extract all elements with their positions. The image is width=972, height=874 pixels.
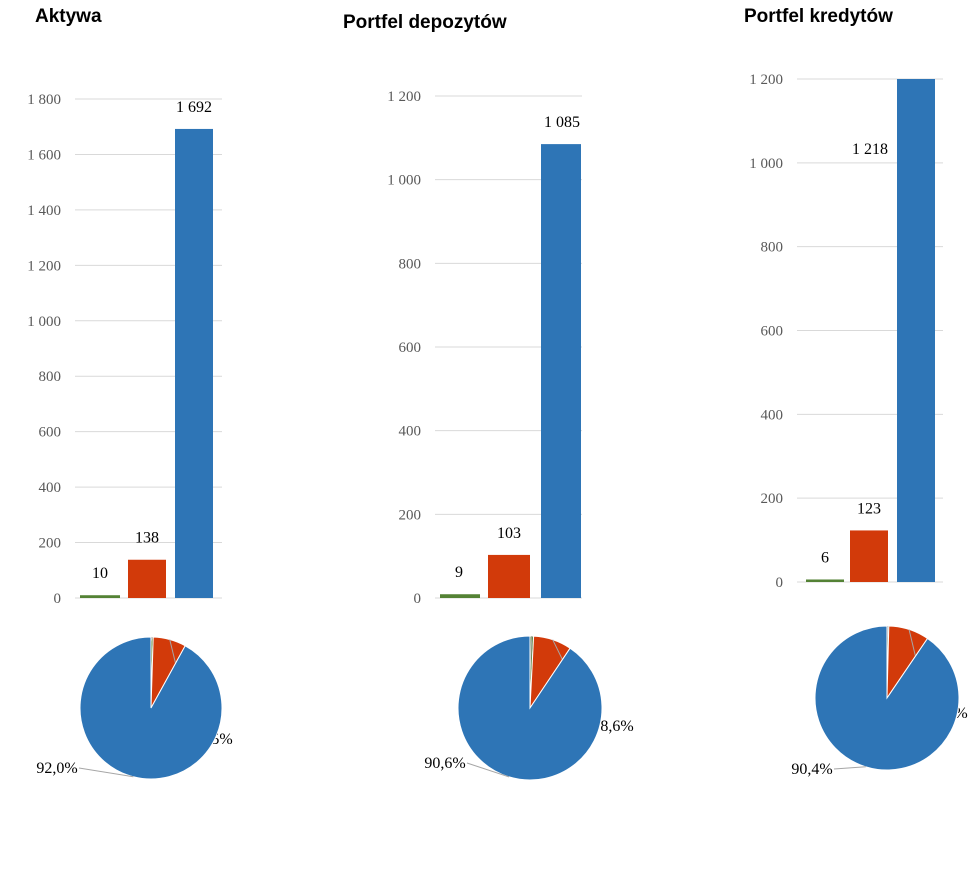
bar: [128, 559, 166, 598]
y-tick-label: 400: [761, 407, 784, 423]
pie-label: 90,4%: [791, 761, 832, 778]
y-tick-label: 600: [399, 340, 422, 356]
bar: [440, 594, 480, 598]
y-tick-label: 400: [399, 424, 422, 440]
y-tick-label: 1 200: [387, 89, 421, 105]
data-label: 6: [821, 549, 829, 566]
y-tick-label: 200: [399, 507, 422, 523]
leader-line: [833, 766, 866, 770]
bar: [175, 128, 213, 598]
y-tick-label: 1 000: [749, 156, 783, 172]
y-tick-label: 800: [399, 256, 422, 272]
y-tick-label: 200: [761, 491, 784, 507]
data-label: 9: [455, 564, 463, 581]
pie-slice: [79, 636, 223, 780]
y-tick-label: 1 000: [27, 314, 61, 330]
data-label: 1 085: [544, 114, 580, 131]
bar: [488, 554, 530, 598]
y-tick-label: 400: [39, 480, 62, 496]
bar: [897, 79, 935, 582]
y-tick-label: 1 400: [27, 203, 61, 219]
bar: [541, 144, 581, 598]
pie-slice: [457, 635, 603, 781]
data-label: 138: [135, 530, 159, 547]
y-tick-label: 200: [39, 536, 62, 552]
y-tick-label: 1 600: [27, 147, 61, 163]
pie-label: 92,0%: [36, 760, 77, 777]
y-tick-label: 1 200: [27, 258, 61, 274]
data-label: 1 692: [176, 99, 212, 116]
pie-label: 8,6%: [600, 718, 633, 735]
data-label: 1 218: [852, 141, 888, 158]
chart-title-aktywa: Aktywa: [35, 6, 102, 27]
y-tick-label: 800: [761, 240, 784, 256]
y-tick-label: 0: [54, 591, 62, 607]
y-tick-label: 1 200: [749, 72, 783, 88]
y-tick-label: 0: [414, 591, 422, 607]
y-tick-label: 1 000: [387, 173, 421, 189]
y-tick-label: 800: [39, 369, 62, 385]
data-label: 103: [497, 525, 521, 542]
data-label: 10: [92, 565, 108, 582]
data-label: 123: [857, 500, 881, 517]
chart-title-portfel-kredytow: Portfel kredytów: [744, 6, 893, 27]
bar: [806, 579, 844, 582]
leader-line: [78, 767, 134, 778]
bar: [850, 530, 888, 582]
y-tick-label: 600: [39, 425, 62, 441]
y-tick-label: 1 800: [27, 92, 61, 108]
pie-label: 90,6%: [424, 755, 465, 772]
pie-slice: [814, 625, 960, 771]
bar: [80, 595, 120, 598]
y-tick-label: 600: [761, 324, 784, 340]
y-tick-label: 0: [776, 575, 784, 591]
leader-line: [466, 762, 510, 778]
chart-title-portfel-depozytow: Portfel depozytów: [343, 12, 507, 33]
